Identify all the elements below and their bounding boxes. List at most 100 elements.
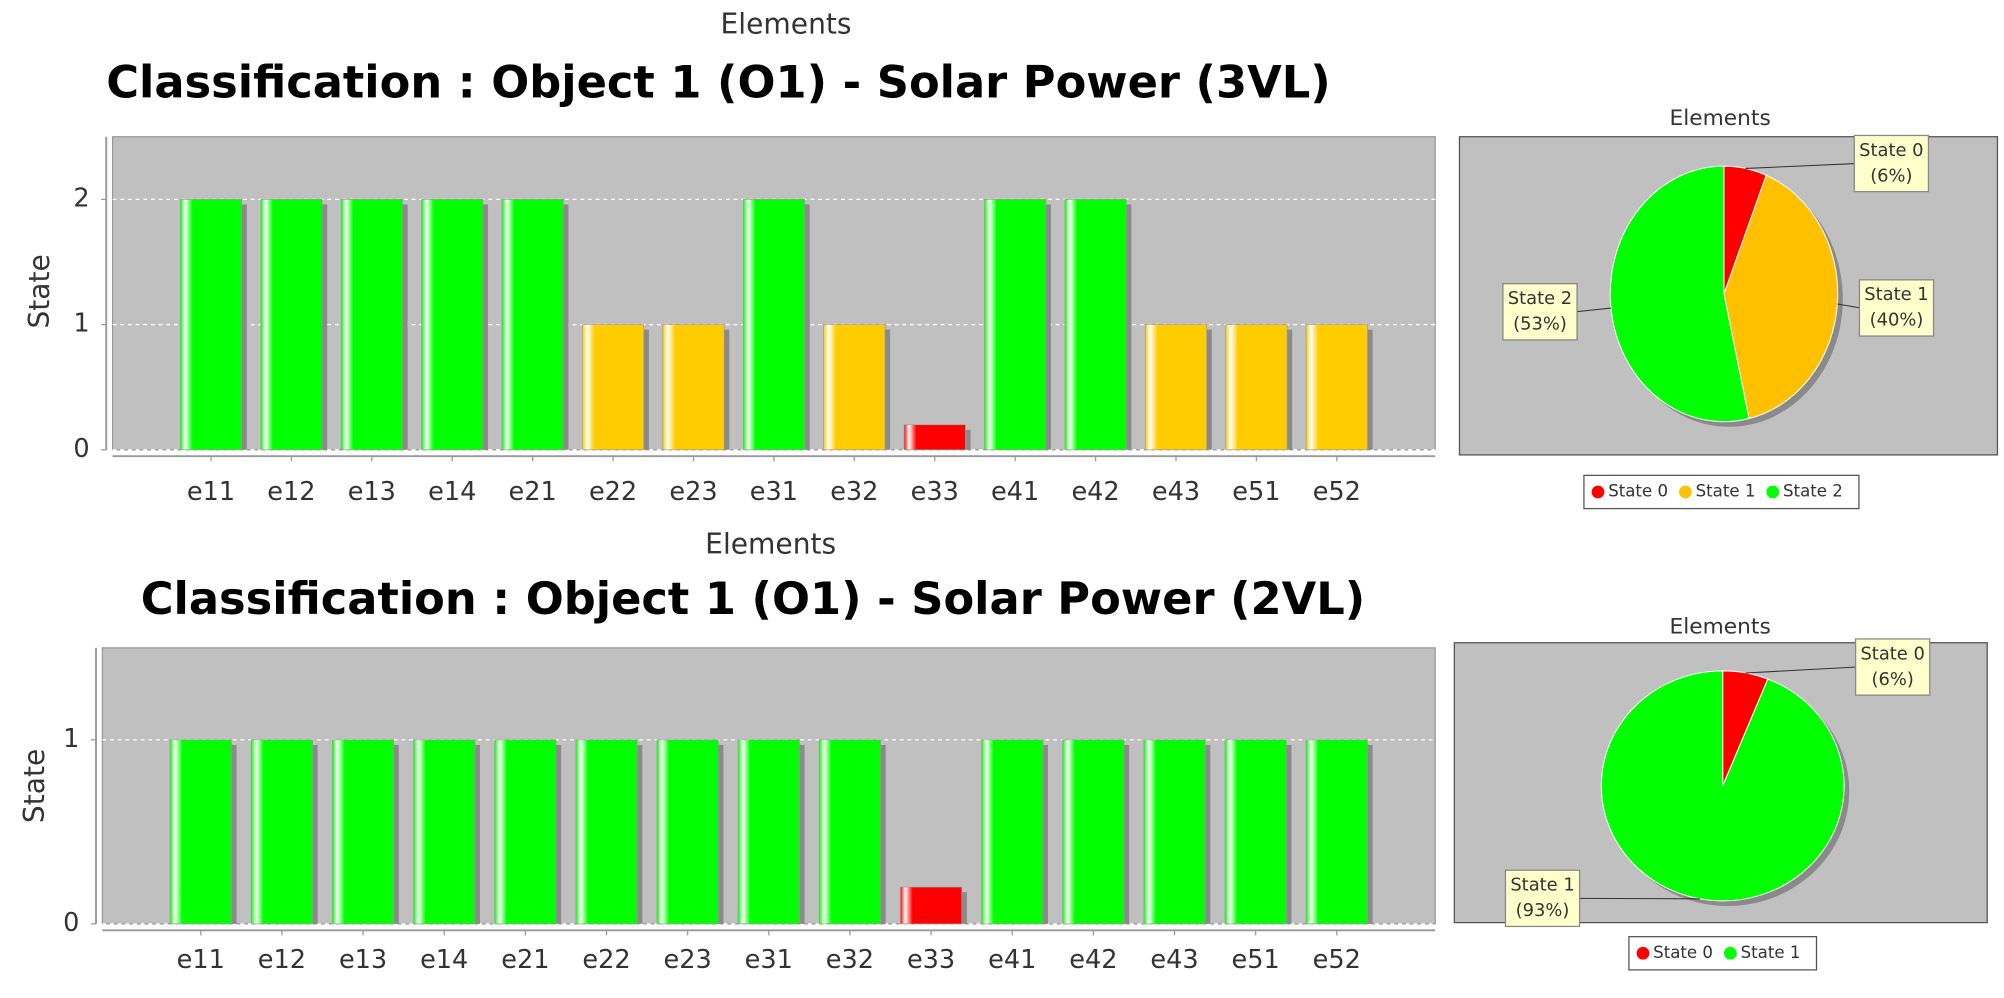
slice-label-box bbox=[1854, 638, 1931, 696]
x-tick-label: e43 bbox=[1150, 945, 1198, 975]
pie-title: Elements bbox=[1670, 614, 1771, 639]
x-tick-label: e42 bbox=[1069, 945, 1117, 975]
bar bbox=[742, 199, 805, 451]
legend-marker bbox=[1723, 946, 1737, 960]
bar bbox=[260, 199, 323, 451]
slice-value-label: (6%) bbox=[1870, 165, 1912, 186]
bar bbox=[900, 886, 963, 925]
bar bbox=[1145, 324, 1207, 451]
x-tick-label: e43 bbox=[1152, 477, 1200, 507]
slice-value-label: (6%) bbox=[1872, 669, 1914, 690]
x-tick-label: e31 bbox=[750, 477, 798, 507]
slice-label: State 1 bbox=[1864, 284, 1928, 305]
pie-title: Elements bbox=[1670, 106, 1771, 131]
x-tick-label: e21 bbox=[509, 477, 557, 507]
slice-label-box bbox=[1504, 869, 1581, 928]
y-tick-label: 1 bbox=[63, 724, 79, 754]
slice-label: State 2 bbox=[1508, 288, 1572, 309]
x-tick-label: e23 bbox=[669, 477, 717, 507]
x-tick-label: e13 bbox=[339, 945, 387, 975]
x-tick-label: e31 bbox=[745, 945, 793, 975]
legend-marker bbox=[1636, 946, 1650, 960]
chart-title: Classification : Object 1 (O1) - Solar P… bbox=[141, 572, 1365, 625]
bar bbox=[903, 424, 966, 451]
x-tick-label: e51 bbox=[1232, 477, 1280, 507]
x-tick-label: e42 bbox=[1071, 477, 1119, 507]
x-tick-label: e21 bbox=[501, 945, 549, 975]
x-tick-label: e23 bbox=[664, 945, 712, 975]
slice-label: State 0 bbox=[1859, 140, 1923, 161]
legend-label: State 1 bbox=[1696, 481, 1756, 500]
pie-slice bbox=[1609, 165, 1750, 423]
bar bbox=[984, 199, 1047, 451]
pie-slice bbox=[1600, 670, 1845, 902]
x-tick-label: e33 bbox=[911, 477, 959, 507]
bar bbox=[981, 739, 1044, 925]
x-tick-label: e12 bbox=[258, 945, 306, 975]
leader-line bbox=[1575, 307, 1612, 313]
y-tick-label: 1 bbox=[73, 309, 89, 339]
x-tick-label: e32 bbox=[830, 477, 878, 507]
slice-label: State 0 bbox=[1860, 643, 1924, 664]
pie-slice bbox=[1723, 174, 1839, 420]
legend-box bbox=[1628, 936, 1818, 971]
x-tick-label: e32 bbox=[826, 945, 874, 975]
legend-label: State 0 bbox=[1653, 943, 1713, 962]
legend-label: State 1 bbox=[1741, 943, 1801, 962]
bar bbox=[1225, 324, 1288, 451]
x-tick-label: e41 bbox=[988, 945, 1036, 975]
bar bbox=[1224, 739, 1287, 925]
legend-marker bbox=[1679, 485, 1692, 499]
leader-line bbox=[1837, 303, 1861, 309]
x-tick-label: e22 bbox=[582, 945, 630, 975]
legend-label: State 2 bbox=[1783, 481, 1843, 500]
x-tick-label: e52 bbox=[1313, 477, 1361, 507]
x-tick-label: e11 bbox=[177, 945, 225, 975]
leader-line bbox=[1745, 163, 1856, 169]
bar bbox=[250, 739, 313, 925]
x-tick-label: e33 bbox=[907, 945, 955, 975]
x-tick-label: e12 bbox=[267, 477, 315, 507]
slice-label-box bbox=[1858, 279, 1935, 337]
bar bbox=[1305, 739, 1368, 925]
x-tick-label: e14 bbox=[428, 477, 476, 507]
bar bbox=[656, 739, 719, 925]
x-tick-label: e51 bbox=[1232, 945, 1280, 975]
x-tick-label: e11 bbox=[187, 477, 235, 507]
bar bbox=[582, 324, 645, 451]
legend-box bbox=[1583, 474, 1860, 510]
y-axis-label: State bbox=[23, 254, 56, 328]
bar bbox=[501, 199, 564, 451]
x-tick-label: e14 bbox=[420, 945, 468, 975]
bar bbox=[662, 324, 725, 451]
slice-label-box bbox=[1853, 134, 1930, 193]
bar bbox=[575, 739, 638, 925]
leader-line bbox=[1745, 666, 1857, 674]
slice-value-label: (40%) bbox=[1870, 310, 1924, 331]
bar bbox=[1062, 739, 1125, 925]
bar bbox=[421, 199, 484, 451]
chart-title: Classification : Object 1 (O1) - Solar P… bbox=[106, 56, 1330, 109]
x-tick-label: e41 bbox=[991, 477, 1039, 507]
bar bbox=[332, 739, 395, 925]
bar bbox=[1305, 324, 1368, 451]
x-axis-label: Elements bbox=[705, 528, 836, 561]
bar bbox=[1143, 739, 1206, 925]
x-tick-label: e22 bbox=[589, 477, 637, 507]
bar bbox=[1064, 199, 1127, 451]
bar bbox=[494, 739, 557, 925]
x-axis-label: Elements bbox=[721, 8, 852, 41]
y-tick-label: 2 bbox=[73, 183, 89, 213]
x-tick-label: e13 bbox=[348, 477, 396, 507]
bar bbox=[818, 739, 881, 925]
legend-label: State 0 bbox=[1608, 481, 1668, 500]
slice-value-label: (93%) bbox=[1516, 900, 1570, 921]
legend-marker bbox=[1766, 485, 1780, 499]
bar bbox=[737, 739, 800, 925]
bar bbox=[823, 324, 886, 451]
y-tick-label: 0 bbox=[73, 434, 89, 464]
slice-label: State 1 bbox=[1510, 875, 1574, 896]
bar bbox=[413, 739, 476, 925]
